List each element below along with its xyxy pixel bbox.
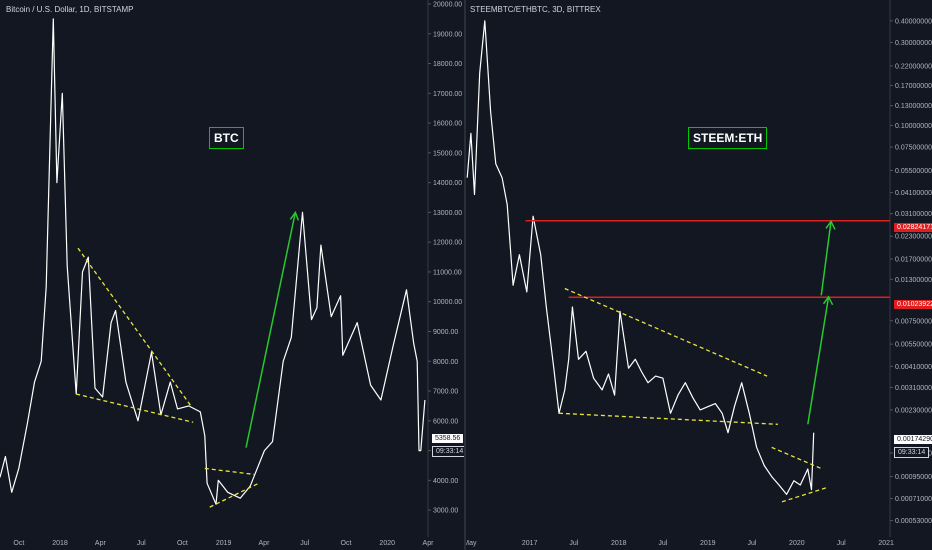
btc-arrow-head: [289, 210, 300, 221]
btc-last-price: 5358.56: [432, 434, 464, 443]
btc-y-tick-label: 19000.00: [433, 31, 462, 38]
btc-pennant-upper-line: [204, 467, 255, 476]
steem-eth-y-tick-label: 0.05500000: [895, 168, 932, 175]
steem-eth-y-tick-label: 0.17000000: [895, 83, 932, 90]
steem-eth-y-tick-label: 0.13000000: [895, 103, 932, 110]
steem-eth-x-tick-label: Jul: [837, 540, 846, 547]
steem-eth-y-tick-label: 0.04100000: [895, 190, 932, 197]
steem-eth-y-tick-label: 0.01300000: [895, 277, 932, 284]
btc-descending-trendline: [77, 247, 192, 407]
btc-chart-panel[interactable]: 20000.00 19000.00 18000.00 17000.00 16000.00…: [0, 0, 468, 550]
btc-y-tick-label: 17000.00: [433, 91, 462, 98]
steem-eth-x-tick-label: 2021: [878, 540, 894, 547]
steem-eth-y-tick-label: 0.40000000: [895, 18, 932, 25]
steem-arrow-to-lower-level: [807, 296, 830, 425]
btc-y-tick-label: 3000.00: [433, 508, 458, 515]
steem-eth-x-tick-label: Jul: [747, 540, 756, 547]
btc-breakout-arrow: [245, 212, 297, 448]
btc-support-trendline: [76, 393, 194, 423]
steem-eth-x-tick-label: Jul: [658, 540, 667, 547]
steem-eth-x-tick-label: Jul: [569, 540, 578, 547]
panel-divider[interactable]: [464, 0, 466, 550]
steem-eth-y-tick-label: 0.30000000: [895, 40, 932, 47]
btc-y-tick-label: 8000.00: [433, 359, 458, 366]
steem-support-trendline: [558, 412, 778, 425]
btc-y-tick-label: 13000.00: [433, 210, 462, 217]
steem-eth-label: STEEM:ETH: [688, 127, 768, 149]
steem-eth-y-tick-label: 0.10000000: [895, 123, 932, 130]
steem-wedge-upper-line: [771, 446, 823, 470]
btc-y-tick-label: 16000.00: [433, 121, 462, 128]
btc-x-tick-label: Jul: [300, 540, 309, 547]
steem-eth-y-tick-label: 0.00410000: [895, 364, 932, 371]
steem-eth-y-tick-label: 0.02300000: [895, 234, 932, 241]
btc-x-tick-label: Apr: [423, 540, 435, 547]
steem-eth-x-tick-label: 2017: [522, 540, 538, 547]
steem-eth-y-tick-label: 0.00095000: [895, 474, 932, 481]
steem-eth-y-tick-label: 0.00071000: [895, 496, 932, 503]
btc-y-tick-label: 9000.00: [433, 329, 458, 336]
steem-eth-x-tick-label: 2020: [789, 540, 805, 547]
btc-chart-title: Bitcoin / U.S. Dollar, 1D, BITSTAMP: [6, 5, 134, 14]
btc-y-tick-label: 20000.00: [433, 2, 462, 9]
steem-eth-y-tick-label: 0.22000000: [895, 63, 932, 70]
steem-arrow-to-upper-level: [820, 221, 832, 296]
btc-y-tick-label: 15000.00: [433, 150, 462, 157]
steem-eth-y-tick-label: 0.00750000: [895, 318, 932, 325]
btc-x-tick-label: Oct: [177, 540, 188, 547]
btc-y-tick-label: 11000.00: [433, 269, 462, 276]
btc-pennant-lower-line: [209, 482, 259, 508]
steem-eth-last-price: 0.00174290: [894, 435, 932, 444]
btc-y-tick-label: 12000.00: [433, 240, 462, 247]
steem-wedge-lower-line: [781, 487, 827, 503]
btc-x-tick-label: Oct: [13, 540, 24, 547]
steem-eth-y-tick-label: 0.00550000: [895, 342, 932, 349]
steem-eth-y-tick-label: 0.01700000: [895, 257, 932, 264]
steem-eth-y-tick-label: 0.03100000: [895, 211, 932, 218]
btc-price-line: [0, 18, 426, 505]
steem-eth-y-tick-label: 0.00053000: [895, 518, 932, 525]
steem-eth-y-tick-label: 0.00230000: [895, 407, 932, 414]
btc-y-tick-label: 7000.00: [433, 389, 458, 396]
steem-eth-chart-title: STEEMBTC/ETHBTC, 3D, BITTREX: [470, 5, 601, 14]
btc-y-tick-label: 6000.00: [433, 418, 458, 425]
btc-x-tick-label: Apr: [259, 540, 271, 547]
btc-x-tick-label: 2019: [216, 540, 232, 547]
steem-eth-x-tick-label: May: [466, 540, 477, 547]
steem-arrow-to-lower-level-head: [822, 295, 834, 306]
steem-eth-chart-panel[interactable]: 0.40000000 0.30000000 0.22000000 0.17000000…: [466, 0, 932, 550]
btc-x-tick-label: Apr: [95, 540, 107, 547]
btc-x-tick-label: Oct: [341, 540, 352, 547]
level-upper-price-tag: 0.02824171: [894, 223, 932, 232]
btc-x-tick-label: 2020: [379, 540, 395, 547]
steem-arrow-to-upper-level-head: [825, 219, 836, 230]
level-lower-price-tag: 0.01023922: [894, 300, 932, 309]
btc-x-tick-label: Jul: [137, 540, 146, 547]
steem-descending-trendline: [564, 287, 768, 377]
btc-countdown-timer: 09:33:14: [432, 446, 468, 457]
steem-eth-countdown-timer: 09:33:14: [894, 447, 930, 458]
steem-eth-x-tick-label: 2019: [700, 540, 716, 547]
steem-eth-y-tick-label: 0.00310000: [895, 385, 932, 392]
steem-eth-y-tick-label: 0.07500000: [895, 145, 932, 152]
btc-chart-svg[interactable]: 20000.00 19000.00 18000.00 17000.00 16000.00…: [0, 0, 464, 550]
steem-eth-x-tick-label: 2018: [611, 540, 627, 547]
steem-eth-chart-svg[interactable]: 0.40000000 0.30000000 0.22000000 0.17000000…: [466, 0, 932, 550]
btc-x-tick-label: 2018: [52, 540, 68, 547]
btc-label: BTC: [209, 127, 244, 149]
btc-y-tick-label: 18000.00: [433, 61, 462, 68]
btc-y-tick-label: 4000.00: [433, 478, 458, 485]
btc-y-tick-label: 10000.00: [433, 299, 462, 306]
btc-y-tick-label: 14000.00: [433, 180, 462, 187]
steem-eth-price-line: [466, 20, 815, 495]
